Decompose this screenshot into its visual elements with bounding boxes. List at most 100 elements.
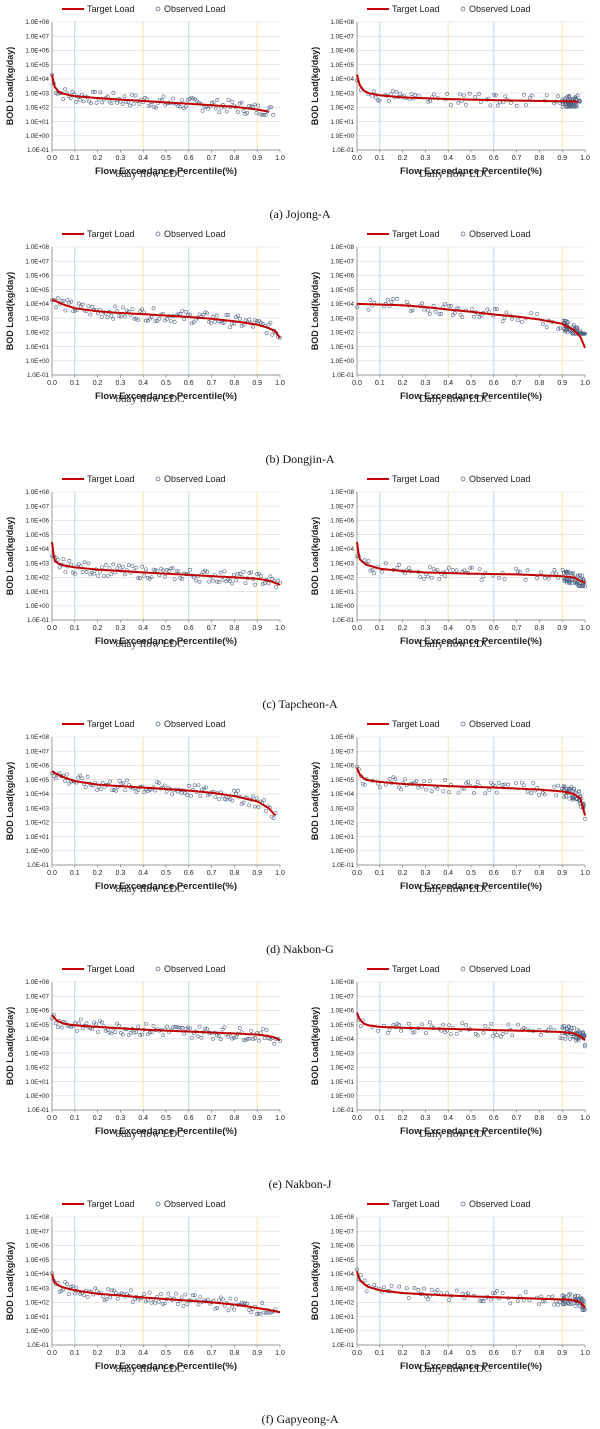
observed-point (449, 103, 453, 108)
observed-point (226, 1034, 231, 1039)
y-tick-label: 1.0E+06 (25, 763, 49, 770)
x-tick-label: 0.8 (535, 625, 545, 632)
observed-point (575, 1027, 580, 1032)
observed-point (76, 301, 81, 306)
observed-point (243, 318, 248, 323)
observed-point (502, 316, 507, 320)
observed-point (73, 571, 77, 576)
observed-point (145, 1032, 150, 1037)
y-tick-label: 1.0E+02 (330, 330, 354, 337)
observed-point (123, 788, 128, 793)
observed-point (199, 1035, 204, 1040)
observed-point (145, 789, 150, 793)
legend-target-label: Target Load (87, 1199, 135, 1209)
legend-observed-label: Observed Load (469, 229, 531, 239)
observed-point (126, 563, 131, 568)
x-tick-label: 0.4 (138, 625, 148, 632)
observed-point (263, 112, 268, 117)
x-tick-label: 0.1 (375, 625, 385, 632)
observed-point (197, 312, 202, 317)
observed-point (241, 1301, 246, 1306)
observed-point (70, 90, 75, 95)
observed-point (179, 1295, 184, 1300)
observed-point (142, 573, 146, 578)
observed-point (256, 103, 261, 108)
y-tick-label: 1.0E+04 (25, 1036, 49, 1043)
observed-point (175, 1302, 180, 1306)
x-tick-label: 0.3 (421, 625, 431, 632)
x-tick-label: 0.3 (421, 1350, 431, 1357)
y-tick-label: 1.0E+07 (25, 503, 49, 510)
observed-point (485, 307, 490, 312)
observed-point (494, 1289, 499, 1293)
observed-point (399, 787, 403, 792)
observed-point (550, 571, 555, 576)
x-tick-label: 0.4 (443, 155, 453, 162)
observed-point (165, 1024, 169, 1029)
y-tick-label: 1.0E+05 (330, 62, 354, 69)
observed-point (202, 786, 206, 791)
observed-point (96, 573, 100, 578)
x-tick-label: 0.2 (93, 1115, 103, 1122)
y-tick-label: 1.0E-01 (27, 617, 50, 624)
observed-point (65, 297, 70, 302)
x-tick-label: 0.6 (184, 380, 194, 387)
observed-point (204, 785, 208, 790)
target-load-line (357, 302, 586, 349)
observed-point (516, 318, 520, 322)
observed-point (428, 99, 433, 103)
observed-point (247, 571, 252, 576)
observed-point (264, 1311, 268, 1315)
observed-point (257, 318, 261, 323)
x-tick-label: 0.6 (489, 380, 499, 387)
observed-point (172, 320, 177, 325)
y-axis-title: BOD Load(kg/day) (310, 762, 320, 841)
legend-target-label: Target Load (87, 229, 135, 239)
legend-observed-label: Observed Load (164, 474, 226, 484)
observed-point (92, 89, 97, 94)
x-tick-label: 0.2 (398, 870, 408, 877)
observed-point (198, 1295, 203, 1299)
observed-point (395, 1021, 400, 1026)
observed-point (104, 1297, 109, 1302)
observed-point (159, 566, 164, 571)
observed-point (481, 1030, 486, 1035)
y-tick-label: 1.0E+03 (330, 805, 354, 812)
observed-point (147, 1030, 152, 1035)
y-tick-label: 1.0E+02 (25, 820, 49, 827)
observed-point (435, 786, 440, 791)
observed-point (560, 568, 565, 572)
observed-point (422, 1286, 426, 1291)
observed-point (78, 1017, 83, 1022)
observed-point (228, 579, 233, 583)
observed-point (537, 1302, 541, 1307)
x-tick-label: 0.8 (535, 870, 545, 877)
observed-point (413, 93, 418, 97)
x-tick-label: 0.5 (466, 1350, 476, 1357)
observed-point (215, 1305, 220, 1310)
observed-point (121, 780, 126, 785)
observed-point (570, 1301, 575, 1305)
x-axis-title: Flow Exceedance Percentile(%) (400, 1126, 542, 1137)
y-tick-label: 1.0E+01 (25, 834, 49, 841)
observed-point (398, 91, 403, 96)
observed-point (241, 108, 246, 113)
observed-point (433, 309, 438, 314)
x-axis-title: Flow Exceedance Percentile(%) (95, 881, 237, 892)
x-tick-label: 0.3 (116, 380, 126, 387)
observed-point (136, 318, 141, 323)
observed-point (145, 575, 150, 580)
x-tick-label: 0.4 (443, 380, 453, 387)
observed-point (76, 562, 81, 567)
y-tick-label: 1.0E+00 (330, 848, 354, 855)
observed-point (57, 565, 62, 570)
observed-point (404, 1286, 409, 1291)
x-tick-label: 0.8 (535, 1115, 545, 1122)
y-axis-title: BOD Load(kg/day) (310, 1007, 320, 1086)
x-tick-label: 1.0 (275, 1115, 285, 1122)
x-tick-label: 0.3 (116, 1115, 126, 1122)
y-tick-label: 1.0E+05 (25, 1022, 49, 1029)
observed-point (391, 775, 396, 780)
observed-point (230, 99, 235, 104)
legend-observed-swatch (155, 721, 161, 727)
